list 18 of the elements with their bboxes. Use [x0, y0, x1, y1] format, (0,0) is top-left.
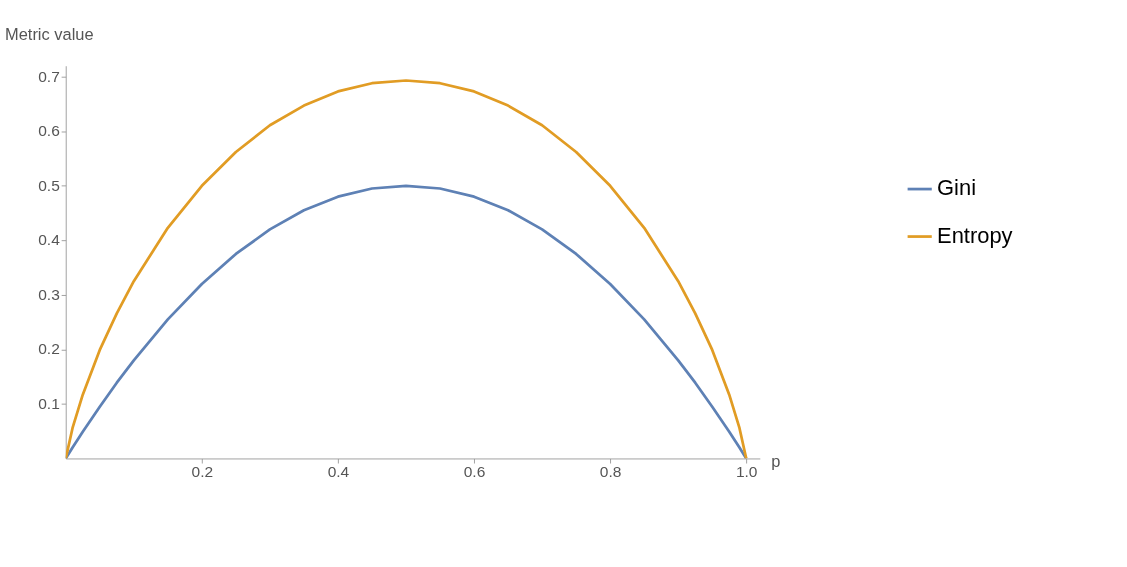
x-tick-label: 0.2: [191, 463, 214, 481]
x-tick-label: 0.4: [327, 463, 350, 481]
y-tick-label: 0.6: [38, 122, 60, 140]
x-tick-label: 0.6: [463, 463, 486, 481]
y-tick-label: 0.2: [38, 340, 60, 358]
y-tick-label: 0.3: [38, 285, 60, 303]
y-axis-title: Metric value: [5, 24, 94, 43]
legend-label: Entropy: [937, 222, 1013, 248]
line-series: [65, 184, 748, 459]
x-tick-label: 0.8: [599, 463, 622, 481]
y-tick-label: 0.1: [38, 394, 60, 412]
y-tick-label: 0.5: [38, 176, 60, 194]
y-tick-label: 0.7: [38, 67, 60, 85]
x-axis-title: p: [771, 452, 781, 471]
legend-label: Gini: [937, 175, 976, 201]
line-series: [65, 79, 748, 459]
x-tick-label: 1.0: [735, 463, 758, 481]
y-tick-label: 0.4: [38, 231, 61, 249]
